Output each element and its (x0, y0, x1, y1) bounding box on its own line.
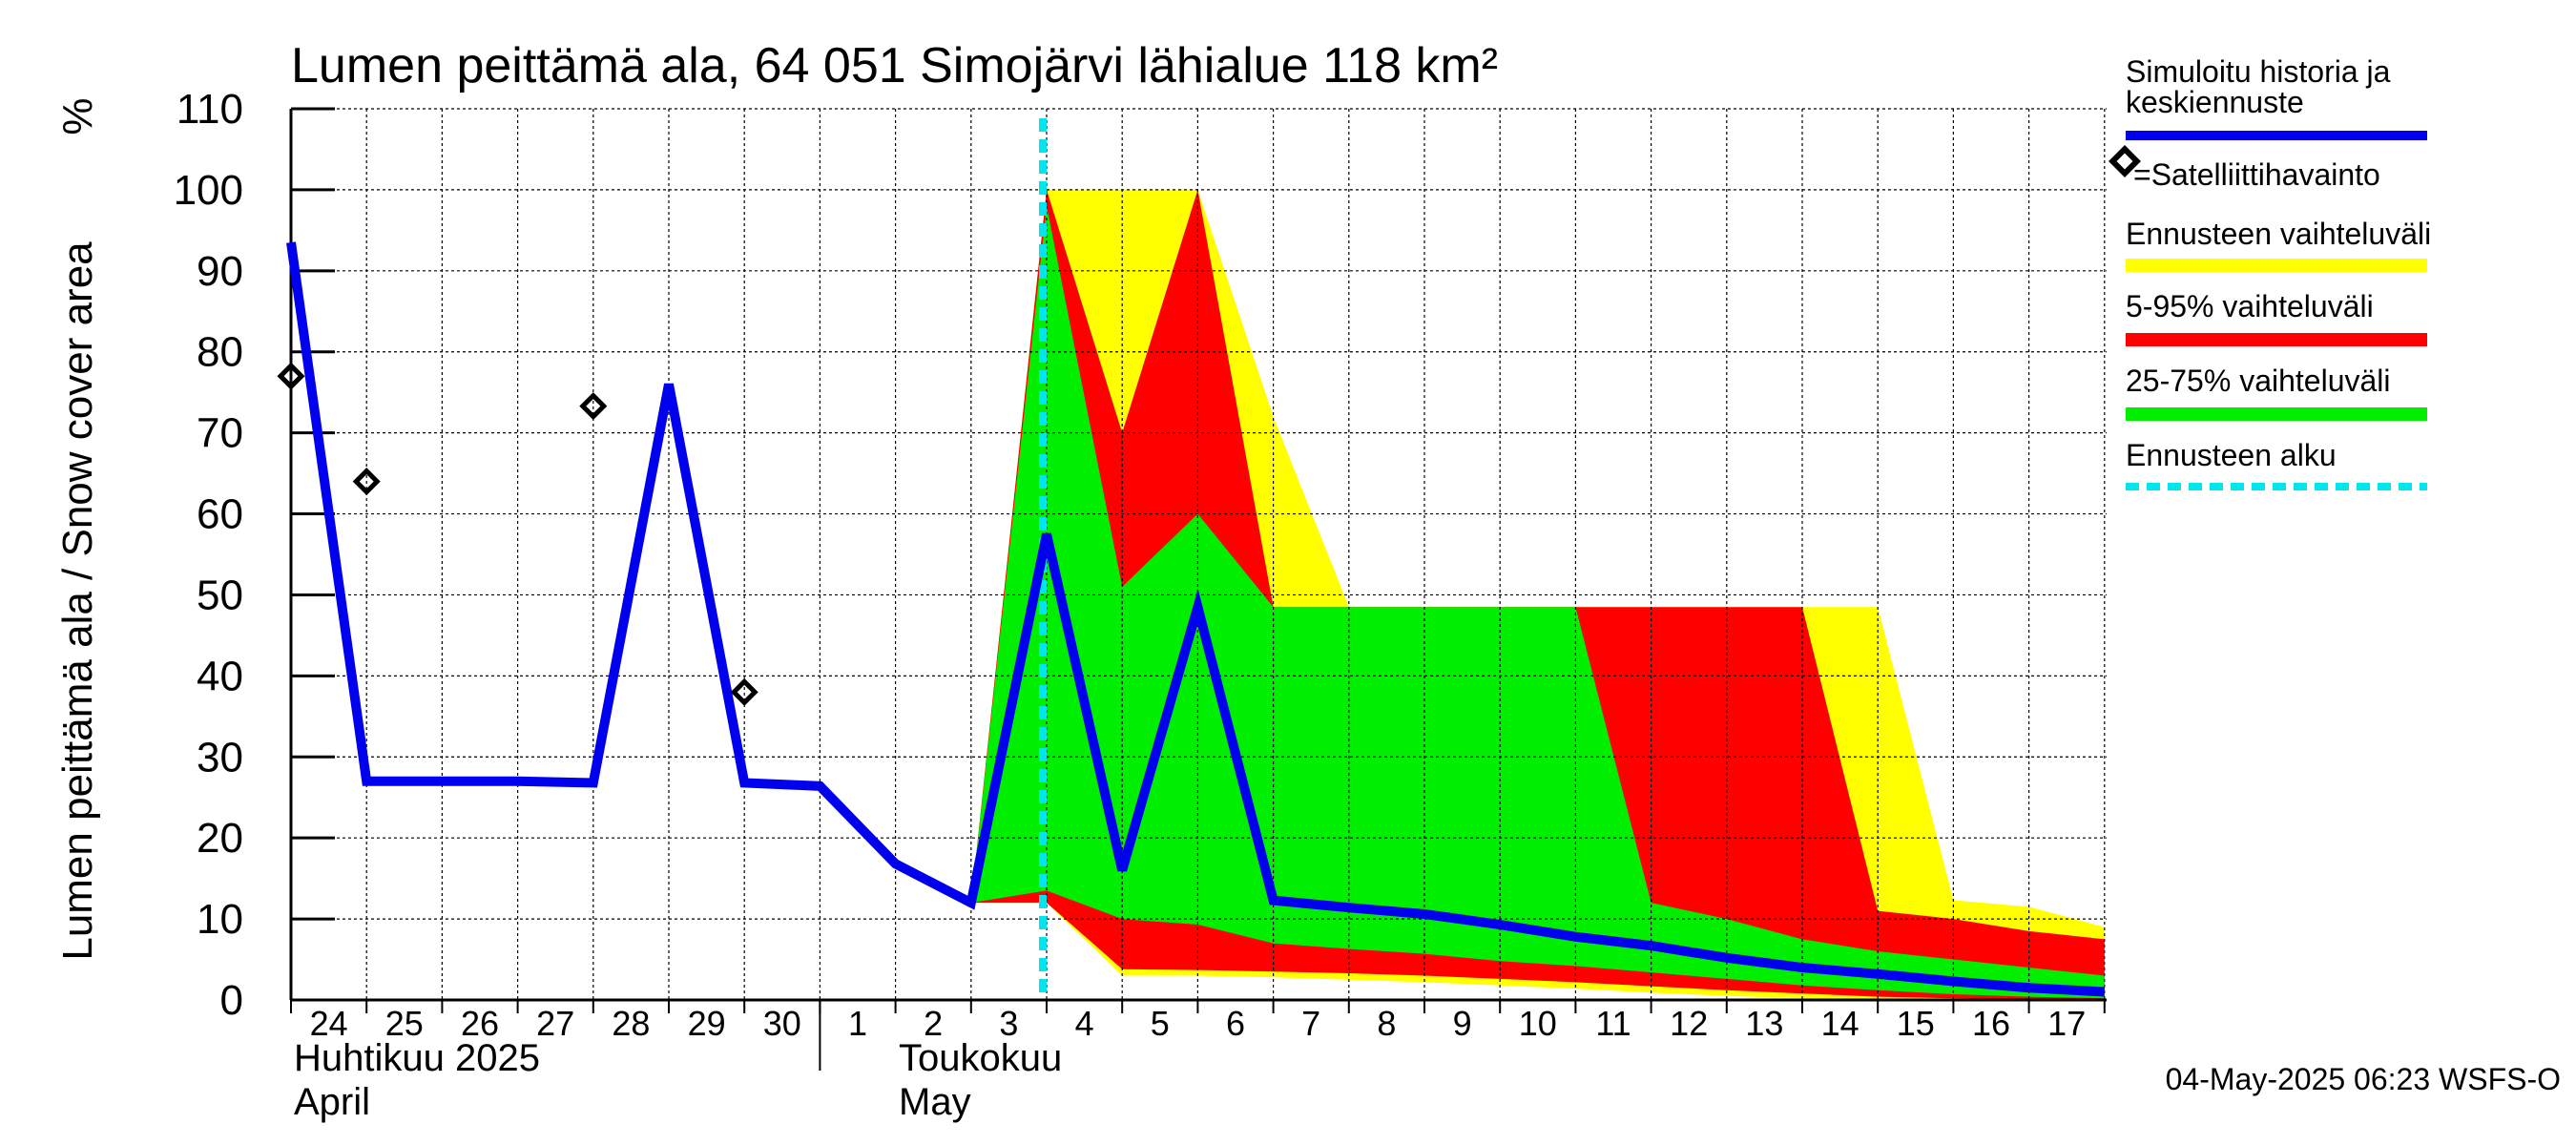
y-unit-label: % (54, 97, 101, 135)
legend-label-simulated-2: keskiennuste (2126, 85, 2304, 119)
x-tick-label: 26 (461, 1004, 499, 1043)
x-tick-label: 2 (924, 1004, 943, 1043)
y-axis-label: Lumen peittämä ala / Snow cover area (54, 241, 101, 961)
month-label-may-fi: Toukokuu (899, 1037, 1062, 1079)
legend-label-5-95: 5-95% vaihteluväli (2126, 289, 2374, 323)
x-tick-label: 25 (385, 1004, 424, 1043)
x-tick-label: 24 (310, 1004, 348, 1043)
x-tick-label: 27 (536, 1004, 574, 1043)
x-tick-label: 12 (1670, 1004, 1708, 1043)
y-tick-label: 100 (174, 167, 243, 214)
y-tick-label: 10 (197, 896, 243, 943)
legend-label-full-range: Ennusteen vaihteluväli (2126, 217, 2431, 251)
x-tick-label: 8 (1377, 1004, 1396, 1043)
legend: Simuloitu historia ja keskiennuste =Sate… (2109, 54, 2431, 490)
y-tick-label: 80 (197, 329, 243, 376)
x-tick-label: 15 (1897, 1004, 1935, 1043)
x-tick-labels: 24 25 26 27 28 29 30 1 2 3 4 5 6 7 8 9 10 11 12 13 14 15 16 17 (310, 1004, 2087, 1043)
y-tick-label: 60 (197, 491, 243, 538)
y-tick-label: 90 (197, 248, 243, 295)
x-tick-label: 16 (1972, 1004, 2010, 1043)
chart-title: Lumen peittämä ala, 64 051 Simojärvi läh… (291, 38, 1498, 94)
month-labels: Huhtikuu 2025 April Toukokuu May (294, 1037, 1062, 1123)
satellite-point (277, 362, 305, 390)
x-tick-label: 3 (999, 1004, 1018, 1043)
x-tick-label: 7 (1301, 1004, 1320, 1043)
legend-swatch-satellite (2109, 145, 2141, 177)
x-tick-label: 4 (1075, 1004, 1094, 1043)
satellite-point (579, 392, 608, 421)
x-tick-label: 10 (1519, 1004, 1557, 1043)
band-25-75 (970, 205, 2105, 999)
grid-lines (291, 108, 2107, 1000)
satellite-point (730, 677, 758, 706)
month-label-may-en: May (899, 1081, 971, 1123)
y-tick-label: 0 (220, 977, 243, 1024)
x-tick-label: 29 (688, 1004, 726, 1043)
y-tick-label: 110 (177, 86, 243, 133)
forecast-bands (970, 189, 2105, 1001)
y-tick-label: 50 (197, 572, 243, 618)
simulated-series (286, 241, 2106, 997)
y-tick-labels: 0 10 20 30 40 50 60 70 80 90 100 110 (174, 86, 243, 1024)
y-tick-label: 40 (197, 653, 243, 699)
satellite-markers (277, 362, 758, 706)
legend-label-25-75: 25-75% vaihteluväli (2126, 364, 2391, 398)
footer-timestamp: 04-May-2025 06:23 WSFS-O (2166, 1062, 2561, 1096)
legend-label-forecast-start: Ennusteen alku (2126, 438, 2337, 472)
x-tick-label: 13 (1745, 1004, 1783, 1043)
legend-label-satellite: =Satelliittihavainto (2133, 157, 2380, 192)
y-tick-label: 20 (197, 815, 243, 862)
x-tick-label: 9 (1453, 1004, 1472, 1043)
month-label-april-fi: Huhtikuu 2025 (294, 1037, 540, 1079)
satellite-point (352, 468, 381, 496)
x-tick-label: 5 (1151, 1004, 1170, 1043)
y-tick-label: 30 (197, 734, 243, 781)
month-label-april-en: April (294, 1081, 370, 1123)
y-tick-label: 70 (197, 410, 243, 457)
x-tick-label: 17 (2047, 1004, 2086, 1043)
legend-label-simulated-1: Simuloitu historia ja (2126, 54, 2391, 89)
x-tick-label: 30 (763, 1004, 801, 1043)
x-tick-label: 11 (1595, 1004, 1631, 1043)
axes (289, 107, 2107, 1071)
simulated-line (286, 241, 2106, 997)
x-tick-label: 28 (612, 1004, 650, 1043)
x-tick-label: 14 (1821, 1004, 1859, 1043)
x-tick-label: 6 (1226, 1004, 1245, 1043)
x-tick-label: 1 (848, 1004, 867, 1043)
